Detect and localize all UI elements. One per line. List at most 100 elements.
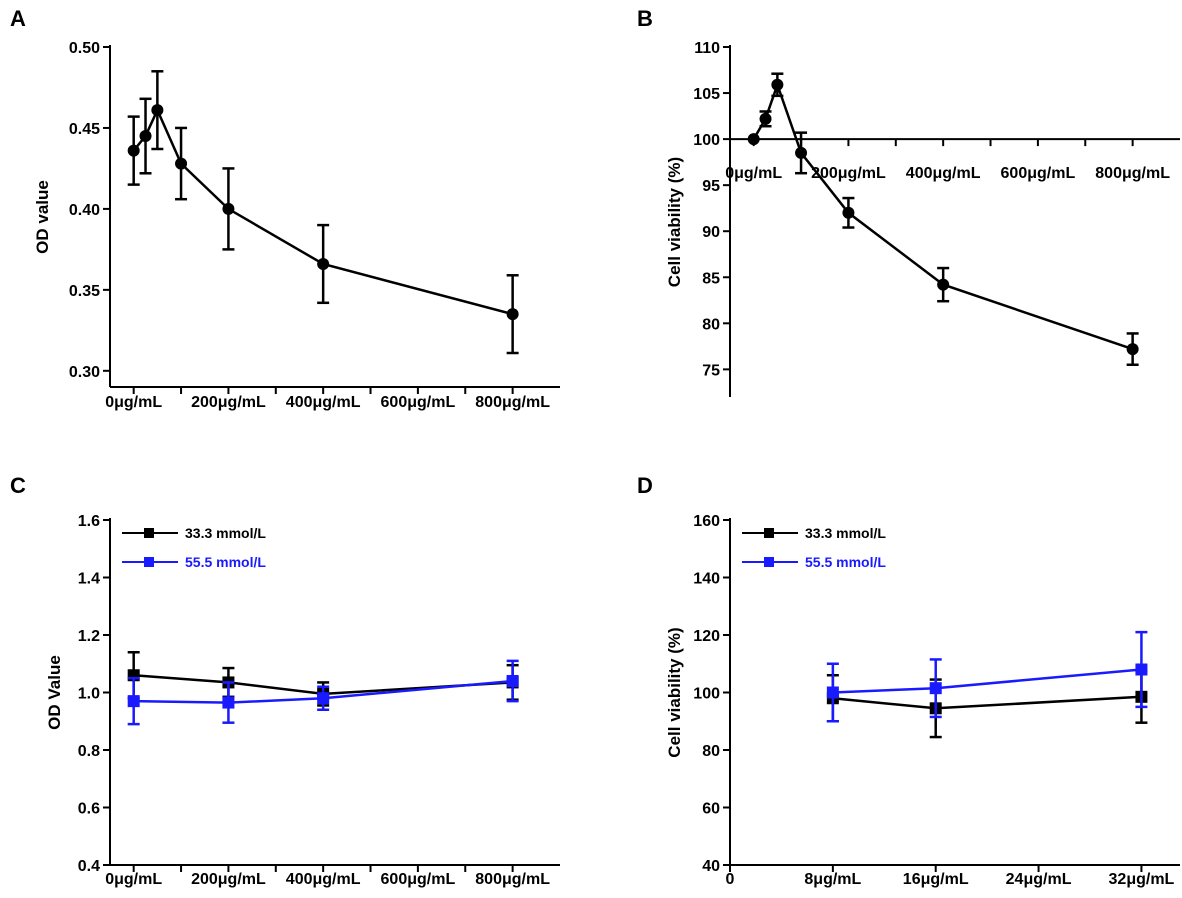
series-line (832, 695, 1142, 710)
y-tick-label: 0.30 (69, 364, 100, 381)
y-tick-label: 110 (694, 40, 720, 57)
x-tick-label: 0μg/mL (725, 165, 782, 182)
x-tick-label: 400μg/mL (906, 165, 981, 182)
x-tick-label: 0μg/mL (105, 871, 162, 888)
y-tick-label: 160 (693, 513, 720, 530)
y-tick-label: 1.6 (78, 513, 100, 530)
data-point (175, 157, 188, 170)
panel-letter: D (637, 473, 653, 498)
data-point (771, 78, 784, 91)
data-point (139, 130, 152, 143)
y-tick-label: 80 (702, 743, 720, 760)
y-tick-label: 0.50 (69, 40, 100, 57)
x-tick-label: 600μg/mL (381, 394, 456, 411)
y-tick-label: 0.4 (78, 858, 100, 875)
legend-entry: 55.5 mmol/L (122, 554, 266, 570)
x-tick-label: 0μg/mL (105, 394, 162, 411)
legend-entry: 33.3 mmol/L (122, 525, 266, 541)
y-tick-label: 0.35 (69, 283, 100, 300)
series-line (133, 679, 513, 704)
x-tick-label: 800μg/mL (1095, 165, 1170, 182)
y-tick-label: 95 (702, 178, 720, 195)
legend-entry: 33.3 mmol/L (742, 525, 886, 541)
y-tick-label: 40 (702, 858, 720, 875)
legend-marker (764, 557, 774, 567)
data-point (937, 278, 950, 291)
chart-panel-b: B 75 80 85 90 95 100 105 110 Cell viability (%) 0μ… (637, 6, 1180, 397)
y-tick-label: 0.8 (78, 743, 100, 760)
series-line (752, 81, 1134, 351)
series-main (127, 70, 519, 355)
y-tick-label: 0.6 (78, 801, 100, 818)
legend-label: 33.3 mmol/L (805, 525, 886, 541)
y-axis-title: Cell viability (%) (665, 157, 684, 287)
data-point (127, 144, 140, 157)
x-tick-label: 600μg/mL (1001, 165, 1076, 182)
y-tick-label: 90 (702, 224, 720, 241)
x-tick-label: 8μg/mL (804, 871, 861, 888)
y-tick-label: 60 (702, 801, 720, 818)
x-tick-label: 400μg/mL (286, 871, 361, 888)
x-tick-label: 200μg/mL (811, 165, 886, 182)
y-tick-label: 0.45 (69, 121, 100, 138)
x-tick-label: 800μg/mL (475, 871, 550, 888)
legend-marker (144, 557, 154, 567)
x-tick-label: 0 (726, 871, 735, 888)
series-line (832, 668, 1142, 694)
legend-label: 55.5 mmol/L (805, 554, 886, 570)
legend-label: 55.5 mmol/L (185, 554, 266, 570)
legend-marker (144, 528, 154, 538)
data-point (317, 257, 330, 270)
data-point (759, 112, 772, 125)
y-tick-label: 100 (693, 132, 720, 149)
panel-letter: A (10, 6, 26, 31)
y-axis-title: OD Value (45, 655, 64, 730)
data-point (506, 675, 519, 687)
y-tick-label: 120 (693, 628, 720, 645)
chart-panel-c: C 0.4 0.6 0.8 1.0 1.2 1.4 1.6 OD Value 0μg/mL 200μ… (10, 473, 560, 888)
x-tick-label: 32μg/mL (1109, 871, 1175, 888)
data-point (506, 308, 519, 321)
data-point (1135, 663, 1148, 676)
x-tick-label: 200μg/mL (191, 394, 266, 411)
panel-letter: B (637, 6, 653, 31)
y-tick-label: 75 (702, 362, 720, 379)
data-point (222, 696, 235, 709)
data-point (127, 669, 140, 682)
y-tick-label: 85 (702, 270, 720, 287)
y-axis-title: OD value (33, 180, 52, 254)
y-tick-label: 1.0 (78, 686, 100, 703)
y-tick-label: 80 (702, 316, 720, 333)
y-axis-title: Cell viability (%) (665, 627, 684, 757)
x-tick-label: 24μg/mL (1006, 871, 1072, 888)
series-main (747, 72, 1139, 367)
y-tick-label: 0.40 (69, 202, 100, 219)
series-55-5-mmol-l (127, 659, 519, 726)
y-tick-label: 140 (693, 571, 720, 588)
data-point (127, 695, 140, 708)
data-point (929, 682, 942, 695)
data-point (747, 133, 760, 146)
data-point (317, 692, 330, 705)
x-tick-label: 600μg/mL (381, 871, 456, 888)
chart-panel-d: D 40 60 80 100 120 140 160 Cell viability (%) 0 8μ… (637, 473, 1180, 888)
legend-marker (764, 528, 774, 538)
data-point (826, 686, 839, 699)
data-point (222, 202, 235, 215)
x-tick-label: 400μg/mL (286, 394, 361, 411)
x-tick-label: 200μg/mL (191, 871, 266, 888)
data-point (151, 104, 164, 117)
data-point (1126, 343, 1139, 356)
panel-letter: C (10, 473, 26, 498)
y-tick-label: 1.2 (78, 628, 100, 645)
x-tick-label: 800μg/mL (475, 394, 550, 411)
legend-entry: 55.5 mmol/L (742, 554, 886, 570)
y-tick-label: 100 (693, 686, 720, 703)
chart-panel-a: A 0.30 0.35 0.40 0.45 0.50 OD value 0μg/mL 200μg… (10, 6, 560, 411)
series-line (133, 674, 513, 696)
legend-label: 33.3 mmol/L (185, 525, 266, 541)
y-tick-label: 1.4 (78, 571, 100, 588)
y-tick-label: 105 (693, 86, 720, 103)
series-33-3-mmol-l (826, 669, 1148, 739)
